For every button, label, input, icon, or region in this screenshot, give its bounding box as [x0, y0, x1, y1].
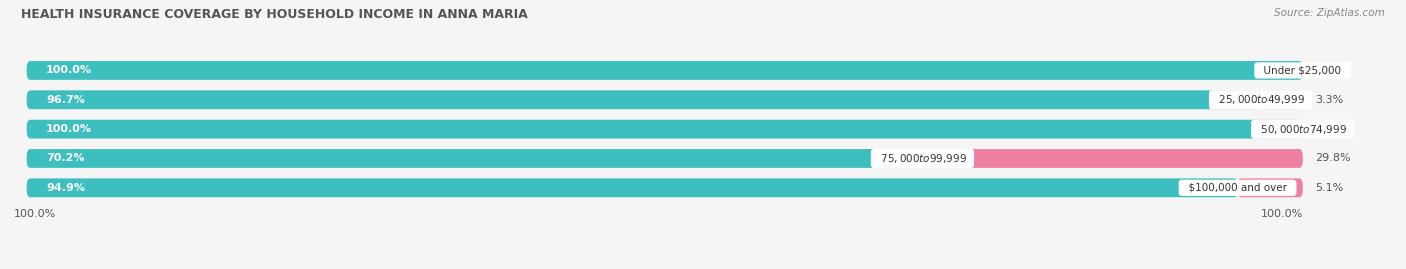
Text: 5.1%: 5.1% [1316, 183, 1344, 193]
FancyBboxPatch shape [27, 120, 1303, 139]
FancyBboxPatch shape [27, 178, 1303, 197]
Text: Source: ZipAtlas.com: Source: ZipAtlas.com [1274, 8, 1385, 18]
FancyBboxPatch shape [27, 90, 1303, 109]
Text: HEALTH INSURANCE COVERAGE BY HOUSEHOLD INCOME IN ANNA MARIA: HEALTH INSURANCE COVERAGE BY HOUSEHOLD I… [21, 8, 527, 21]
Text: 0.0%: 0.0% [1316, 124, 1344, 134]
Text: 94.9%: 94.9% [46, 183, 84, 193]
Text: 100.0%: 100.0% [46, 124, 91, 134]
FancyBboxPatch shape [1260, 90, 1303, 109]
FancyBboxPatch shape [1237, 178, 1303, 197]
Text: $75,000 to $99,999: $75,000 to $99,999 [875, 152, 972, 165]
Text: 29.8%: 29.8% [1316, 154, 1351, 164]
Text: $50,000 to $74,999: $50,000 to $74,999 [1254, 123, 1351, 136]
Text: $100,000 and over: $100,000 and over [1182, 183, 1294, 193]
FancyBboxPatch shape [27, 61, 1303, 80]
FancyBboxPatch shape [922, 149, 1303, 168]
FancyBboxPatch shape [27, 61, 1303, 80]
FancyBboxPatch shape [27, 149, 1303, 168]
Text: 100.0%: 100.0% [1260, 209, 1302, 219]
Text: Under $25,000: Under $25,000 [1257, 65, 1348, 75]
Text: 100.0%: 100.0% [46, 65, 91, 75]
Text: 0.0%: 0.0% [1316, 65, 1344, 75]
FancyBboxPatch shape [27, 178, 1237, 197]
Text: 3.3%: 3.3% [1316, 95, 1344, 105]
FancyBboxPatch shape [27, 120, 1303, 139]
Text: 100.0%: 100.0% [14, 209, 56, 219]
FancyBboxPatch shape [27, 149, 922, 168]
FancyBboxPatch shape [27, 90, 1261, 109]
Text: $25,000 to $49,999: $25,000 to $49,999 [1212, 93, 1309, 106]
Text: 96.7%: 96.7% [46, 95, 84, 105]
Text: 70.2%: 70.2% [46, 154, 84, 164]
